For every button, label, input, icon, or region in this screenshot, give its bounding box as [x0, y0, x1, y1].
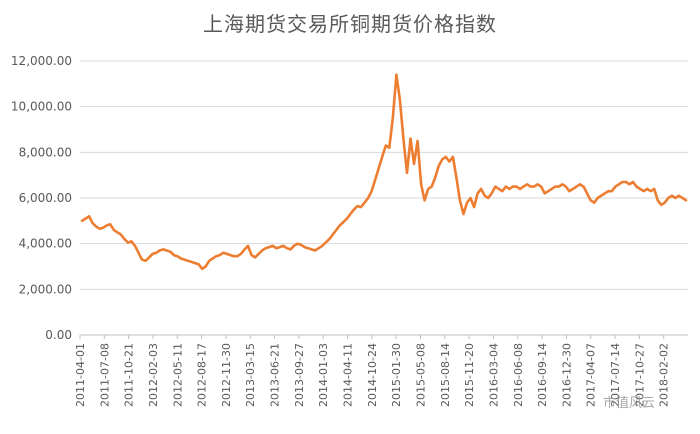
x-tick-label: 2011-04-01	[74, 343, 87, 407]
y-tick-label: 4,000.00	[19, 237, 72, 251]
x-tick-label: 2013-03-15	[244, 343, 257, 407]
x-tick-label: 2015-05-08	[414, 343, 427, 407]
x-tick-label: 2013-06-21	[269, 343, 282, 407]
x-tick-label: 2012-08-17	[196, 343, 209, 407]
watermark: 市值风云	[603, 396, 656, 411]
x-tick-label: 2016-12-30	[560, 343, 573, 407]
y-tick-label: 10,000.00	[11, 100, 72, 114]
x-tick-label: 2017-04-07	[585, 343, 598, 407]
x-tick-label: 2015-01-30	[390, 343, 403, 407]
x-tick-label: 2014-10-24	[366, 343, 379, 407]
x-tick-label: 2012-05-11	[171, 343, 184, 407]
y-tick-label: 8,000.00	[19, 145, 72, 159]
x-tick-label: 2014-01-03	[317, 343, 330, 407]
x-tick-label: 2011-10-21	[123, 343, 136, 407]
series-line	[80, 73, 688, 271]
y-tick-label: 12,000.00	[11, 54, 72, 68]
x-tick-label: 2017-07-14	[609, 343, 622, 407]
x-tick-label: 2015-11-20	[463, 343, 476, 407]
y-tick-label: 2,000.00	[19, 282, 72, 296]
y-tick-label: 6,000.00	[19, 191, 72, 205]
x-tick-label: 2012-02-03	[147, 343, 160, 407]
x-tick-label: 2016-06-08	[512, 343, 525, 407]
x-tick-label: 2013-09-27	[293, 343, 306, 407]
x-tick-label: 2011-07-08	[98, 343, 111, 407]
x-tick-label: 2012-11-30	[220, 343, 233, 407]
chart-title: 上海期货交易所铜期货价格指数	[203, 12, 497, 36]
x-tick-label: 2014-04-11	[342, 343, 355, 407]
x-tick-label: 2018-02-02	[658, 343, 671, 407]
x-tick-label: 2017-10-27	[633, 343, 646, 407]
x-tick-label: 2016-03-04	[487, 343, 500, 407]
y-tick-label: 0.00	[45, 328, 72, 342]
x-tick-label: 2015-08-14	[439, 343, 452, 407]
x-tick-label: 2016-09-14	[536, 343, 549, 407]
